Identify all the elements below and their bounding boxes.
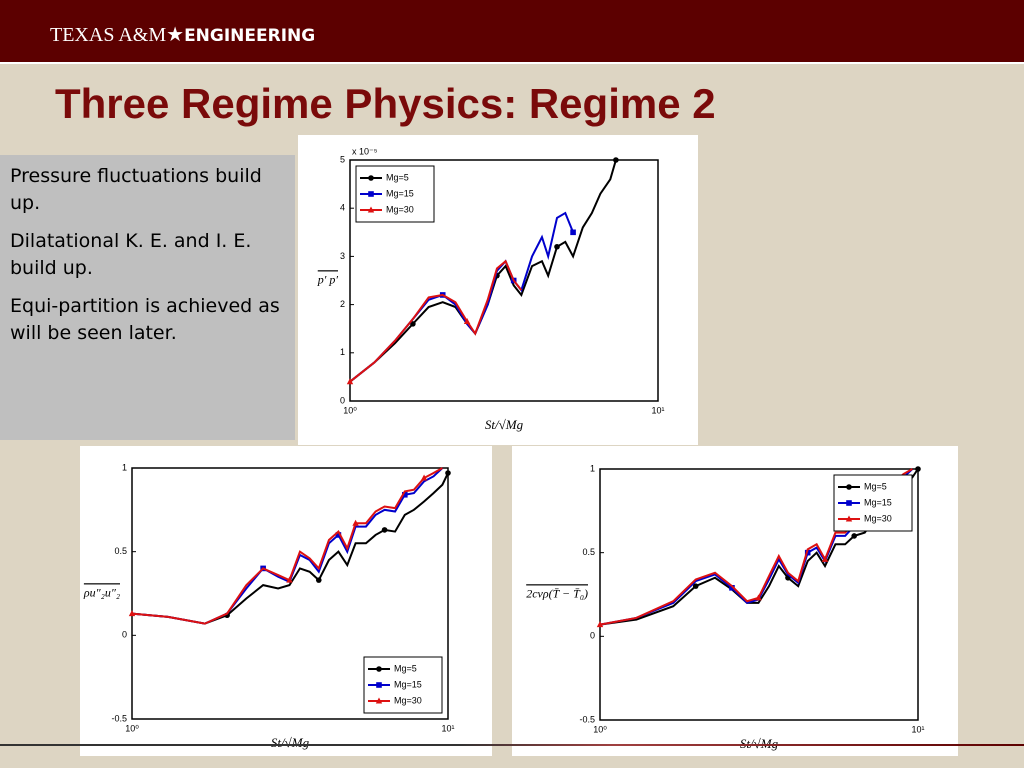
legend-label: Mg=15 [386, 188, 414, 198]
brand-text: TEXAS A&M [50, 24, 167, 46]
legend-label: Mg=30 [394, 695, 422, 705]
x-tick-label: 10⁰ [125, 723, 139, 733]
y-tick-label: 0 [122, 630, 127, 640]
marker [463, 317, 471, 324]
y-multiplier: x 10⁻⁵ [352, 146, 378, 156]
legend-marker [846, 484, 852, 490]
legend-label: Mg=15 [864, 497, 892, 507]
marker [554, 243, 560, 250]
series-line [349, 211, 575, 383]
header-bar: TEXAS A&M★ENGINEERING [0, 0, 1024, 64]
y-tick-label: 1 [340, 347, 345, 357]
footer-line [0, 744, 1024, 746]
marker [915, 466, 921, 472]
marker [570, 229, 576, 236]
chart: -0.5 0 0.5 1 10⁰ 10¹ St/√Mg 2cvρ(T̄ − T̄₀) Mg=5 M… [512, 446, 958, 756]
y-tick-label: -0.5 [579, 714, 595, 724]
y-tick-label: 0.5 [582, 547, 595, 557]
marker [410, 321, 416, 327]
marker [335, 532, 342, 538]
series-line [131, 472, 449, 625]
legend-label: Mg=30 [864, 513, 892, 523]
legend-label: Mg=15 [394, 679, 422, 689]
y-tick-label: 1 [122, 462, 127, 472]
marker [420, 474, 428, 481]
y-tick-label: 2 [340, 299, 345, 309]
x-tick-label: 10⁰ [593, 724, 607, 734]
marker [402, 491, 408, 498]
legend-label: Mg=5 [394, 663, 417, 673]
marker [596, 621, 604, 628]
bullet: Pressure fluctuations build up. [10, 165, 262, 214]
marker [755, 594, 762, 601]
marker [352, 519, 359, 526]
legend-marker [846, 500, 852, 506]
x-axis-label: St/√Mg [485, 417, 524, 432]
marker [381, 527, 388, 533]
legend-marker [368, 175, 374, 181]
x-tick-label: 10¹ [441, 723, 454, 733]
series-line [349, 159, 617, 383]
series-line [131, 467, 444, 625]
marker [128, 610, 136, 617]
y-axis-label: p′ p′ [317, 272, 339, 286]
bullet-box: Pressure fluctuations build up. Dilatati… [0, 155, 295, 440]
y-tick-label: 0.5 [114, 546, 127, 556]
legend-label: Mg=5 [864, 481, 887, 491]
y-tick-label: 0 [590, 631, 595, 641]
legend-marker [376, 682, 382, 688]
marker [851, 533, 857, 539]
brand: TEXAS A&M★ENGINEERING [50, 24, 316, 46]
y-tick-label: 4 [340, 203, 345, 213]
chart: 0 1 2 3 4 5 10⁰ 10¹ St/√Mg p′ p′ x 10⁻⁵ Mg=5 Mg=15 Mg… [298, 135, 698, 445]
marker [692, 583, 699, 589]
x-axis-label: St/√Mg [271, 735, 310, 750]
brand-bold: ENGINEERING [184, 26, 316, 46]
marker [729, 585, 735, 591]
marker [445, 470, 451, 476]
legend-label: Mg=5 [386, 172, 409, 182]
bullet: Equi-partition is achieved as will be se… [10, 295, 280, 344]
legend-marker [368, 191, 374, 197]
marker [286, 576, 293, 583]
series-line [349, 259, 523, 383]
y-axis-label: 2cvρ(T̄ − T̄₀) [526, 586, 588, 600]
legend-marker [367, 206, 375, 213]
bullet: Dilatational K. E. and I. E. build up. [10, 230, 252, 279]
slide-title: Three Regime Physics: Regime 2 [55, 80, 716, 127]
marker [821, 555, 829, 562]
plot-frame [599, 468, 919, 721]
x-tick-label: 10⁰ [343, 405, 357, 415]
series-line [131, 467, 443, 625]
marker [315, 577, 322, 583]
y-tick-label: 3 [340, 251, 345, 261]
x-tick-label: 10¹ [651, 405, 664, 415]
plot-frame [131, 467, 449, 720]
legend-marker [845, 515, 853, 522]
x-axis-label: St/√Mg [740, 736, 779, 751]
y-tick-label: -0.5 [111, 713, 127, 723]
marker [613, 157, 619, 163]
x-tick-label: 10¹ [911, 724, 924, 734]
y-tick-label: 5 [340, 154, 345, 164]
legend-marker [375, 697, 383, 704]
marker [346, 378, 354, 385]
legend-marker [376, 666, 382, 672]
y-tick-label: 0 [340, 395, 345, 405]
y-tick-label: 1 [590, 463, 595, 473]
chart: -0.5 0 0.5 1 10⁰ 10¹ St/√Mg ρu″₂u″₂ Mg=5 Mg=15 Mg=… [80, 446, 492, 756]
legend-label: Mg=30 [386, 204, 414, 214]
y-axis-label: ρu″₂u″₂ [83, 585, 120, 599]
plot-frame [349, 159, 659, 402]
